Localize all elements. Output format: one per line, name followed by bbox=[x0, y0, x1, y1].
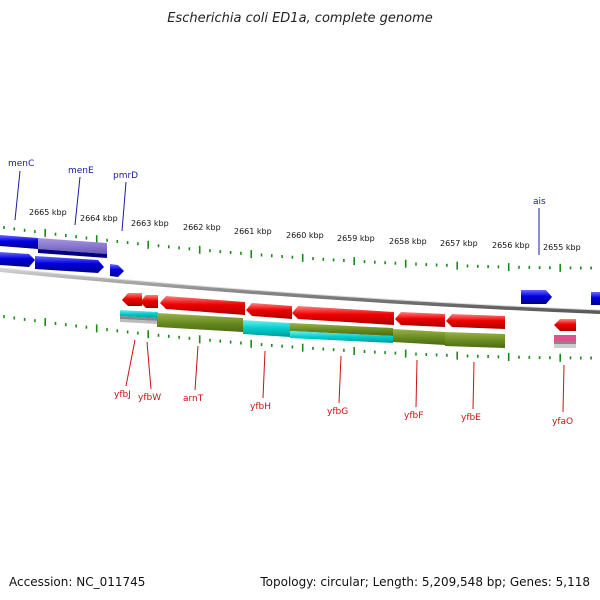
category-bar[interactable] bbox=[554, 335, 576, 341]
category-bar[interactable] bbox=[290, 331, 393, 343]
gene-arrow[interactable] bbox=[110, 264, 124, 277]
category-bar[interactable] bbox=[120, 319, 158, 324]
callout-line bbox=[262, 350, 266, 399]
callout-line bbox=[194, 345, 199, 391]
category-bar[interactable] bbox=[290, 323, 393, 336]
ruler-ticks-upper bbox=[3, 226, 592, 272]
kbp-labels: 2665 kbp 2664 kbp 2663 kbp 2662 kbp 2661… bbox=[29, 208, 581, 252]
reverse-strand-track bbox=[122, 293, 576, 331]
gene-arrow[interactable] bbox=[521, 290, 552, 304]
callout-line bbox=[562, 364, 565, 413]
ruler-ticks-lower bbox=[3, 315, 592, 362]
callout-line bbox=[338, 355, 342, 404]
feature-bar[interactable] bbox=[38, 249, 107, 258]
gene-arrow[interactable] bbox=[446, 314, 505, 329]
category-bar[interactable] bbox=[157, 313, 243, 332]
kbp-label: 2657 kbp bbox=[440, 239, 478, 248]
genome-backbone-edge bbox=[0, 267, 600, 311]
gene-arrow[interactable] bbox=[292, 306, 394, 325]
category-track bbox=[120, 310, 576, 348]
gene-label-ais[interactable]: ais bbox=[533, 197, 546, 207]
gene-label-yfbJ[interactable]: yfbJ bbox=[114, 390, 131, 400]
kbp-label: 2656 kbp bbox=[492, 241, 530, 250]
category-bar[interactable] bbox=[120, 310, 158, 318]
gene-label-yfbH[interactable]: yfbH bbox=[250, 402, 271, 412]
callout-line bbox=[14, 170, 21, 221]
kbp-label: 2660 kbp bbox=[286, 231, 324, 240]
gene-label-yfaO[interactable]: yfaO bbox=[552, 417, 573, 427]
gene-arrow[interactable] bbox=[140, 295, 158, 308]
kbp-label: 2659 kbp bbox=[337, 234, 375, 243]
category-bar[interactable] bbox=[554, 341, 576, 344]
feature-bar[interactable] bbox=[38, 238, 107, 254]
callout-line bbox=[125, 339, 136, 387]
gene-arrow[interactable] bbox=[591, 292, 600, 305]
gene-label-menE[interactable]: menE bbox=[68, 166, 94, 176]
callout-line bbox=[415, 359, 418, 408]
genome-backbone bbox=[0, 268, 600, 314]
gene-arrow[interactable] bbox=[554, 319, 576, 331]
category-bar[interactable] bbox=[243, 320, 290, 337]
forward-gene-labels: menC menE pmrD ais bbox=[8, 159, 546, 255]
gene-arrow[interactable] bbox=[246, 303, 292, 319]
reverse-gene-labels: yfbJ yfbW arnT yfbH yfbG yfbF yfbE yfaO bbox=[114, 339, 573, 427]
gene-label-menC[interactable]: menC bbox=[8, 159, 34, 169]
kbp-label: 2664 kbp bbox=[80, 214, 118, 223]
gene-arrow[interactable] bbox=[35, 256, 104, 273]
gene-label-pmrD[interactable]: pmrD bbox=[113, 171, 138, 181]
callout-line bbox=[121, 181, 127, 232]
kbp-label: 2661 kbp bbox=[234, 227, 272, 236]
kbp-label: 2655 kbp bbox=[543, 243, 581, 252]
map-title: Escherichia coli ED1a, complete genome bbox=[167, 11, 433, 26]
callout-line bbox=[146, 341, 152, 390]
category-bar[interactable] bbox=[120, 316, 158, 321]
accession-label: Accession: NC_011745 bbox=[9, 575, 145, 589]
gene-label-yfbE[interactable]: yfbE bbox=[461, 413, 481, 423]
callout-line bbox=[74, 176, 81, 226]
kbp-label: 2662 kbp bbox=[183, 223, 221, 232]
forward-strand-track bbox=[0, 235, 600, 305]
kbp-label: 2663 kbp bbox=[131, 219, 169, 228]
gene-label-yfbF[interactable]: yfbF bbox=[404, 411, 423, 421]
genome-summary-label: Topology: circular; Length: 5,209,548 bp… bbox=[259, 575, 590, 589]
gene-label-yfbG[interactable]: yfbG bbox=[327, 407, 348, 417]
category-bar[interactable] bbox=[445, 332, 505, 348]
kbp-label: 2665 kbp bbox=[29, 208, 67, 217]
gene-label-arnT[interactable]: arnT bbox=[183, 394, 204, 404]
gene-arrow[interactable] bbox=[395, 312, 445, 327]
gene-arrow[interactable] bbox=[0, 252, 35, 267]
feature-bar[interactable] bbox=[0, 235, 38, 249]
gene-arrow[interactable] bbox=[160, 296, 245, 315]
category-bar[interactable] bbox=[393, 329, 445, 345]
kbp-label: 2658 kbp bbox=[389, 237, 427, 246]
gene-label-yfbW[interactable]: yfbW bbox=[138, 393, 161, 403]
gene-arrow[interactable] bbox=[122, 293, 142, 306]
callout-line bbox=[472, 361, 475, 410]
category-bar[interactable] bbox=[554, 344, 576, 348]
